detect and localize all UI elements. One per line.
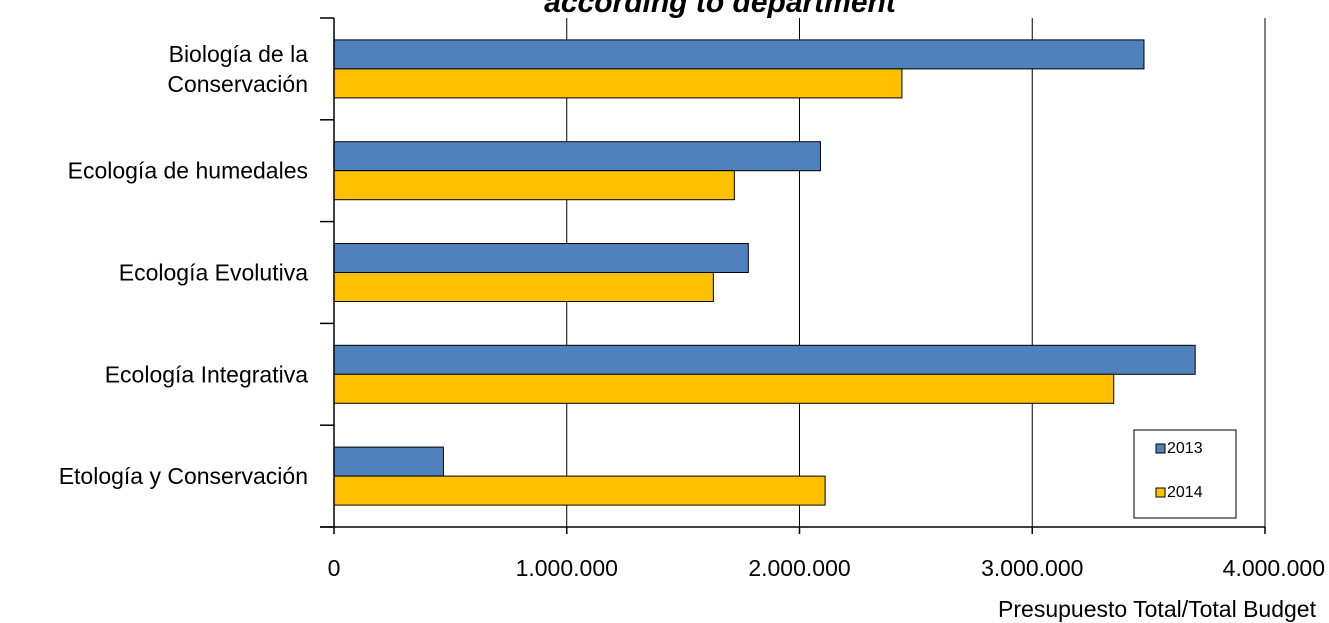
x-axis-title: Presupuesto Total/Total Budget bbox=[998, 596, 1317, 622]
legend-box bbox=[1133, 429, 1237, 519]
bar bbox=[333, 446, 444, 477]
bar bbox=[333, 272, 714, 302]
category-label: Biología de la bbox=[169, 41, 309, 67]
x-tick-label: 3.000.000 bbox=[981, 555, 1083, 581]
legend-swatch bbox=[1155, 487, 1166, 498]
legend-label: 2013 bbox=[1167, 440, 1203, 457]
x-tick-label: 1.000.000 bbox=[516, 555, 618, 581]
bar bbox=[333, 373, 1115, 404]
chart-title: according to department bbox=[544, 0, 898, 19]
category-label: Ecología Evolutiva bbox=[119, 260, 308, 286]
bar bbox=[333, 68, 903, 99]
x-tick-labels: 0 1.000.000 2.000.000 3.000.000 4.000.000 bbox=[328, 555, 1325, 581]
x-tick-label: 4.000.000 bbox=[1223, 555, 1325, 581]
category-label: Ecología de humedales bbox=[68, 158, 308, 184]
category-label: Etología y Conservación bbox=[59, 463, 308, 489]
bar bbox=[333, 243, 749, 273]
x-tick-label: 0 bbox=[328, 555, 341, 581]
category-label: Ecología Integrativa bbox=[105, 361, 309, 387]
bar bbox=[333, 141, 821, 172]
legend: 2013 2014 bbox=[1133, 429, 1237, 519]
category-label: Conservación bbox=[167, 71, 308, 97]
bar bbox=[333, 344, 1196, 375]
legend-swatch bbox=[1155, 443, 1166, 454]
bar bbox=[333, 170, 735, 201]
bars-group bbox=[333, 39, 1196, 506]
bar bbox=[333, 475, 826, 506]
legend-label: 2014 bbox=[1167, 484, 1203, 501]
x-tick-label: 2.000.000 bbox=[748, 555, 850, 581]
category-labels: Biología de la Conservación Ecología de hu… bbox=[59, 41, 309, 489]
axes bbox=[320, 17, 1266, 534]
bar bbox=[333, 39, 1145, 70]
